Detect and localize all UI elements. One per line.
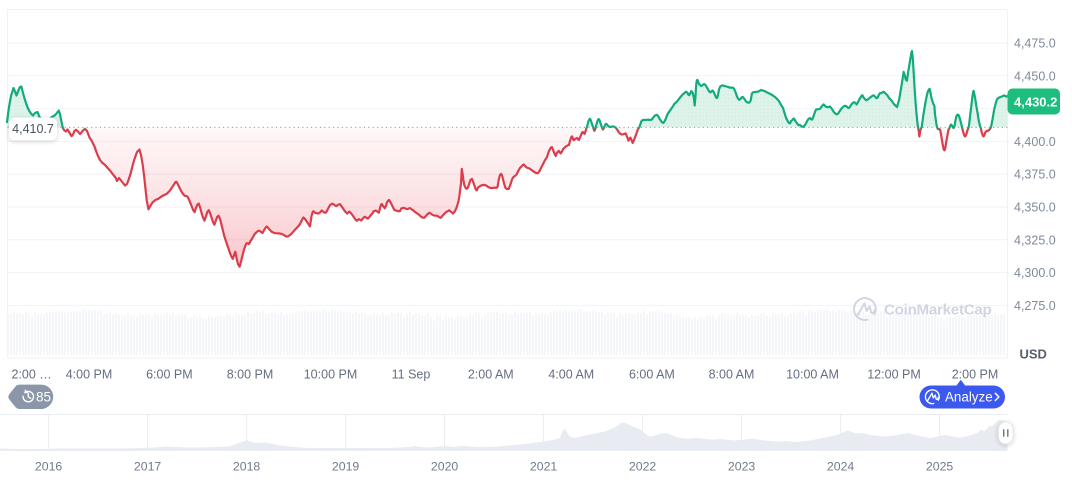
svg-text:USD: USD <box>1020 347 1047 362</box>
svg-text:CoinMarketCap: CoinMarketCap <box>884 301 992 318</box>
svg-text:2021: 2021 <box>530 460 558 474</box>
svg-text:Analyze: Analyze <box>945 390 993 405</box>
svg-text:4,275.0: 4,275.0 <box>1014 299 1056 313</box>
svg-text:2017: 2017 <box>134 460 162 474</box>
svg-text:2:00 …: 2:00 … <box>12 368 52 382</box>
svg-text:2020: 2020 <box>431 460 459 474</box>
svg-text:4,430.2: 4,430.2 <box>1014 94 1057 109</box>
svg-text:4:00 AM: 4:00 AM <box>548 368 594 382</box>
svg-text:10:00 PM: 10:00 PM <box>304 368 358 382</box>
svg-text:4,400.0: 4,400.0 <box>1014 135 1056 149</box>
svg-text:6:00 PM: 6:00 PM <box>146 368 193 382</box>
svg-text:6:00 AM: 6:00 AM <box>629 368 675 382</box>
svg-text:2025: 2025 <box>926 460 954 474</box>
svg-text:2019: 2019 <box>332 460 360 474</box>
svg-text:4,375.0: 4,375.0 <box>1014 168 1056 182</box>
svg-text:8:00 PM: 8:00 PM <box>227 368 274 382</box>
svg-text:2018: 2018 <box>233 460 261 474</box>
svg-text:4,350.0: 4,350.0 <box>1014 201 1056 215</box>
svg-text:4,450.0: 4,450.0 <box>1014 69 1056 83</box>
svg-text:8:00 AM: 8:00 AM <box>709 368 755 382</box>
svg-text:4,475.0: 4,475.0 <box>1014 37 1056 51</box>
svg-text:2022: 2022 <box>629 460 657 474</box>
svg-text:10:00 AM: 10:00 AM <box>786 368 839 382</box>
svg-text:2:00 AM: 2:00 AM <box>468 368 514 382</box>
svg-text:12:00 PM: 12:00 PM <box>867 368 921 382</box>
svg-text:11 Sep: 11 Sep <box>392 368 431 382</box>
svg-text:4,410.7: 4,410.7 <box>12 122 54 136</box>
svg-text:2016: 2016 <box>35 460 63 474</box>
svg-text:2:00 PM: 2:00 PM <box>952 368 999 382</box>
svg-text:2023: 2023 <box>728 460 756 474</box>
svg-text:4,325.0: 4,325.0 <box>1014 233 1056 247</box>
svg-text:85: 85 <box>36 390 51 405</box>
svg-text:2024: 2024 <box>827 460 855 474</box>
svg-text:4:00 PM: 4:00 PM <box>66 368 113 382</box>
svg-text:4,300.0: 4,300.0 <box>1014 266 1056 280</box>
